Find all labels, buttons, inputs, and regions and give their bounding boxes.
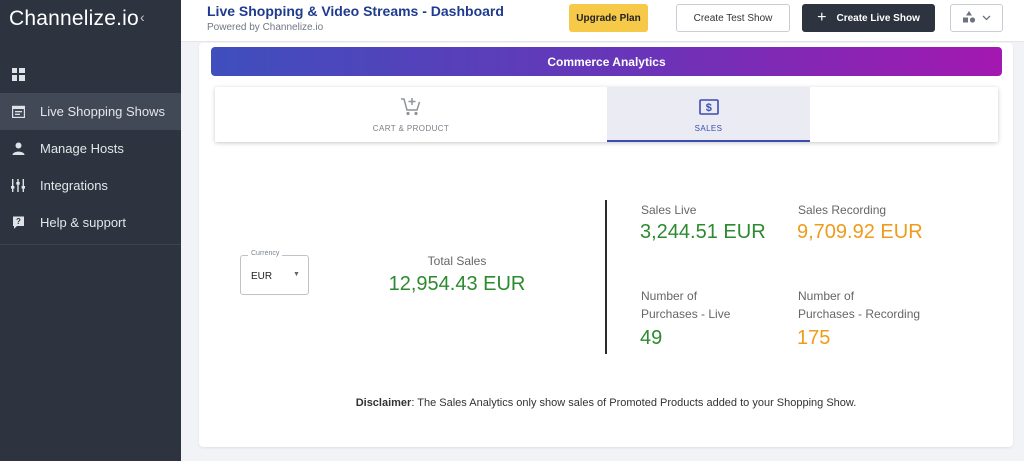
commerce-analytics-banner: Commerce Analytics xyxy=(211,47,1002,76)
purchases-live-label-line2: Purchases - Live xyxy=(641,307,731,321)
sidebar: Channelize.io ‹ Live Shopping Shows Mana… xyxy=(0,0,181,461)
total-sales-label: Total Sales xyxy=(427,254,487,268)
sidebar-item-help-support[interactable]: ? Help & support xyxy=(0,204,181,241)
dashboard-grid-icon xyxy=(11,68,25,82)
currency-label: Currency xyxy=(248,250,283,257)
dollar-icon: $ xyxy=(698,96,719,118)
sidebar-item-label: Live Shopping Shows xyxy=(40,104,166,119)
purchases-recording-label: Number of Purchases - Recording xyxy=(798,287,920,323)
top-header: Live Shopping & Video Streams - Dashboar… xyxy=(181,0,1024,42)
tab-cart-product[interactable]: CART & PRODUCT xyxy=(215,87,607,142)
tab-label: CART & PRODUCT xyxy=(372,124,450,133)
tab-sales[interactable]: $ SALES xyxy=(607,87,810,142)
plus-icon: + xyxy=(817,9,827,26)
brand-logo[interactable]: Channelize.io xyxy=(9,7,139,30)
sales-recording-value: 9,709.92 EUR xyxy=(797,221,923,243)
page-title: Live Shopping & Video Streams - Dashboar… xyxy=(207,3,504,19)
create-live-show-label: Create Live Show xyxy=(836,12,920,24)
sliders-icon xyxy=(11,179,25,193)
calendar-list-icon xyxy=(11,105,25,119)
currency-value: EUR xyxy=(251,271,273,282)
purchases-live-label: Number of Purchases - Live xyxy=(641,287,730,323)
svg-text:?: ? xyxy=(16,217,21,226)
sales-live-label: Sales Live xyxy=(641,203,697,217)
profile-menu-button[interactable] xyxy=(950,4,1003,32)
purchases-live-value: 49 xyxy=(640,327,663,349)
analytics-card: Commerce Analytics CART & PRODUCT $ SALE… xyxy=(199,43,1013,447)
disclaimer: Disclaimer: The Sales Analytics only sho… xyxy=(199,397,1013,409)
chevron-down-icon xyxy=(982,13,991,24)
sidebar-item-label: Manage Hosts xyxy=(40,141,124,156)
sidebar-divider xyxy=(0,244,181,245)
purchases-live-label-line1: Number of xyxy=(641,289,698,303)
sidebar-item-label: Help & support xyxy=(40,215,126,230)
help-icon: ? xyxy=(11,216,25,230)
person-icon xyxy=(11,142,25,156)
cart-add-icon xyxy=(400,96,422,118)
sidebar-nav: Live Shopping Shows Manage Hosts Integra… xyxy=(0,56,181,241)
sidebar-item-label: Integrations xyxy=(40,178,108,193)
sidebar-item-integrations[interactable]: Integrations xyxy=(0,167,181,204)
purchases-recording-value: 175 xyxy=(797,327,831,349)
shapes-icon xyxy=(962,10,976,26)
total-sales-value: 12,954.43 EUR xyxy=(388,273,526,295)
sales-live-value: 3,244.51 EUR xyxy=(640,221,766,243)
page-subtitle: Powered by Channelize.io xyxy=(207,22,324,33)
purchases-recording-label-line1: Number of xyxy=(798,289,855,303)
tab-label: SALES xyxy=(694,124,723,133)
disclaimer-text: : The Sales Analytics only show sales of… xyxy=(411,397,857,409)
purchases-recording-label-line2: Purchases - Recording xyxy=(798,307,921,321)
stats-divider xyxy=(605,200,607,354)
sidebar-item-dashboard[interactable] xyxy=(0,56,181,93)
sales-recording-label: Sales Recording xyxy=(798,203,887,217)
svg-text:$: $ xyxy=(705,102,712,114)
create-test-show-button[interactable]: Create Test Show xyxy=(676,4,790,32)
upgrade-plan-button[interactable]: Upgrade Plan xyxy=(569,4,648,32)
create-live-show-button[interactable]: + Create Live Show xyxy=(802,4,935,32)
disclaimer-label: Disclaimer xyxy=(355,397,412,409)
tab-empty-space xyxy=(810,87,998,142)
sidebar-item-live-shopping-shows[interactable]: Live Shopping Shows xyxy=(0,93,181,130)
sidebar-item-manage-hosts[interactable]: Manage Hosts xyxy=(0,130,181,167)
dropdown-caret-icon: ▼ xyxy=(293,271,300,278)
chevron-left-icon[interactable]: ‹ xyxy=(140,9,145,25)
currency-select[interactable]: Currency EUR ▼ xyxy=(240,250,309,295)
analytics-tabs: CART & PRODUCT $ SALES xyxy=(215,87,998,142)
